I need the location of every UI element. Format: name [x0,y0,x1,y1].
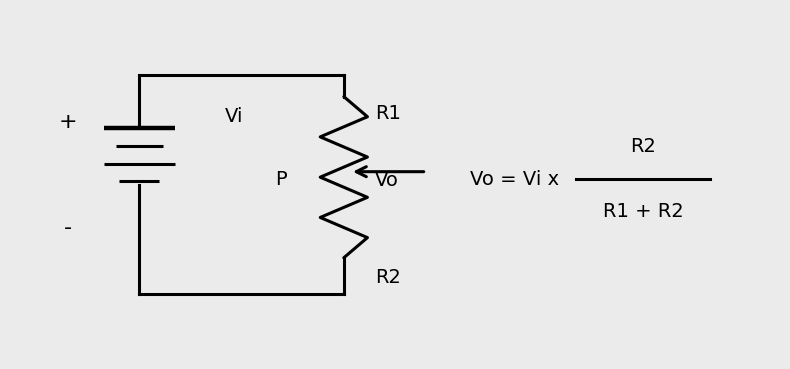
Text: R2: R2 [630,137,656,156]
Text: Vo = Vi x: Vo = Vi x [470,169,559,189]
Text: +: + [59,112,77,132]
Text: R1 + R2: R1 + R2 [603,203,683,221]
Text: Vi: Vi [224,107,243,126]
Text: Vo: Vo [375,171,399,190]
Text: R1: R1 [375,104,401,123]
Text: -: - [64,218,73,238]
Text: R2: R2 [375,268,401,287]
Text: P: P [275,169,287,189]
